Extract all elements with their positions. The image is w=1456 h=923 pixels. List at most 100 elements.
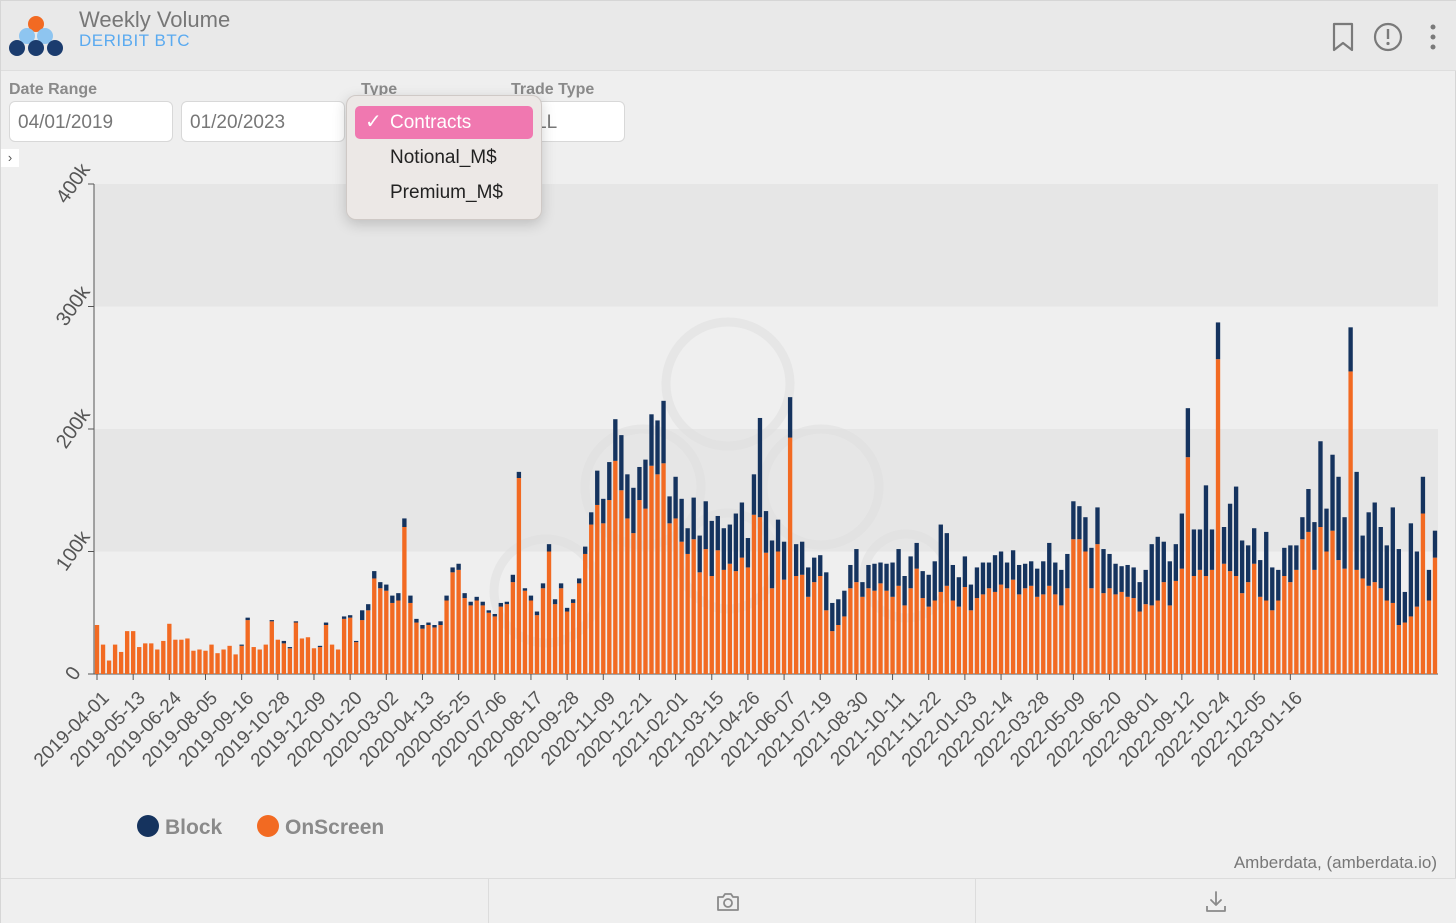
onscreen-bar [1432, 557, 1438, 674]
onscreen-bar [516, 478, 522, 674]
onscreen-bar [938, 591, 943, 674]
onscreen-bar [456, 569, 461, 674]
type-option-label: Notional_M$ [390, 147, 497, 168]
onscreen-bar [637, 500, 642, 674]
block-bar [1239, 540, 1245, 594]
block-bar [1131, 567, 1136, 599]
block-bar [1390, 507, 1395, 603]
block-bar [1022, 563, 1028, 589]
block-bar [293, 621, 299, 623]
onscreen-bar [1173, 580, 1178, 674]
onscreen-bar [998, 584, 1004, 674]
onscreen-bar [932, 600, 937, 674]
block-bar [655, 420, 660, 475]
block-bar [860, 582, 865, 597]
onscreen-bar [1366, 585, 1371, 674]
block-bar [480, 601, 485, 606]
legend-onscreen[interactable]: OnScreen [257, 815, 385, 844]
onscreen-bar [836, 625, 841, 674]
block-bar [1125, 564, 1130, 597]
block-bar [1191, 529, 1197, 576]
onscreen-bar [1041, 594, 1046, 674]
block-bar [1245, 545, 1251, 583]
type-option-contracts[interactable]: ✓ Contracts [355, 106, 533, 139]
block-bar [625, 474, 630, 519]
onscreen-bar [299, 638, 305, 674]
block-bar [1354, 471, 1359, 570]
block-bar [287, 647, 293, 649]
onscreen-bar [799, 574, 805, 674]
onscreen-bar [149, 643, 154, 674]
onscreen-bar [986, 588, 992, 674]
block-bar [1185, 408, 1191, 458]
onscreen-bar [275, 639, 280, 674]
watermark-ring [661, 317, 795, 451]
onscreen-bar [824, 610, 829, 674]
y-tick-label: 300k [52, 281, 95, 330]
onscreen-bar [486, 612, 491, 674]
block-bar [1010, 550, 1016, 580]
block-bar [1047, 542, 1052, 586]
block-bar [998, 551, 1004, 585]
block-bar [528, 595, 534, 601]
onscreen-bar [522, 590, 528, 674]
onscreen-bar [420, 628, 425, 674]
block-bar [643, 459, 648, 509]
block-bar [414, 618, 419, 623]
onscreen-bar [498, 606, 503, 674]
onscreen-bar [305, 637, 311, 674]
block-bar [836, 599, 841, 625]
block-bar [1300, 517, 1305, 540]
onscreen-bar [1077, 539, 1082, 674]
onscreen-bar [974, 598, 980, 674]
type-option-premium[interactable]: Premium_M$ [355, 176, 533, 209]
block-bar [938, 524, 943, 592]
onscreen-bar [546, 551, 552, 674]
onscreen-bar [1221, 563, 1227, 674]
block-bar [347, 615, 353, 618]
block-bar [661, 400, 666, 464]
block-bar [793, 544, 799, 576]
block-bar [516, 471, 522, 478]
block-bar [854, 549, 859, 583]
legend-block[interactable]: Block [137, 815, 222, 844]
alert-circle-icon[interactable] [1373, 21, 1403, 53]
block-bar [570, 599, 576, 603]
onscreen-bar [534, 615, 540, 674]
onscreen-bar [143, 643, 148, 674]
block-bar [1330, 454, 1335, 531]
onscreen-bar [179, 639, 184, 674]
block-bar [354, 640, 359, 643]
start-date-input[interactable]: 04/01/2019 [9, 101, 173, 142]
block-bar [884, 563, 889, 591]
download-icon[interactable] [1203, 889, 1229, 915]
onscreen-bar [402, 527, 407, 674]
block-bar [564, 607, 570, 612]
onscreen-bar [1053, 594, 1058, 674]
more-vertical-icon[interactable] [1421, 21, 1451, 53]
onscreen-bar [1360, 578, 1365, 674]
onscreen-bar [360, 620, 365, 674]
onscreen-bar [1004, 588, 1010, 674]
type-option-notional[interactable]: Notional_M$ [355, 141, 533, 174]
block-bar [1029, 561, 1034, 586]
collapse-toggle[interactable]: › [1, 149, 19, 167]
block-bar [1095, 507, 1100, 545]
onscreen-bar [697, 572, 702, 674]
onscreen-bar [1010, 579, 1016, 674]
block-bar [474, 596, 479, 601]
onscreen-bar [902, 605, 907, 674]
block-bar [1288, 545, 1293, 583]
onscreen-bar [878, 583, 883, 674]
onscreen-bar [311, 648, 317, 674]
onscreen-bar [625, 518, 630, 674]
legend-onscreen-label: OnScreen [285, 816, 385, 839]
onscreen-bar [1233, 576, 1239, 674]
end-date-input[interactable]: 01/20/2023 [181, 101, 345, 142]
block-bar [366, 604, 371, 611]
camera-icon[interactable] [715, 889, 741, 915]
bookmark-icon[interactable] [1328, 21, 1358, 53]
onscreen-bar [962, 587, 968, 674]
onscreen-bar [619, 490, 624, 674]
onscreen-bar [323, 625, 329, 674]
